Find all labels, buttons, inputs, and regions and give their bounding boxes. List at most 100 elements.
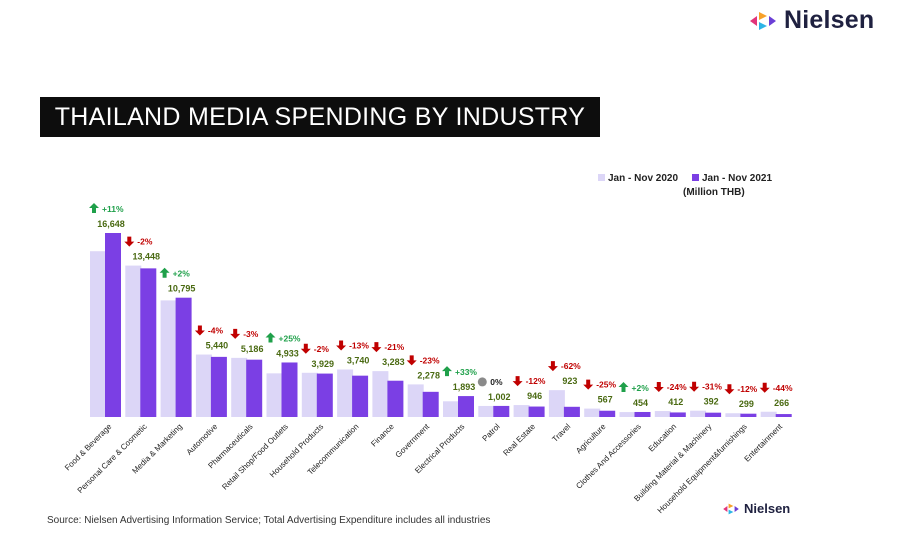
bar-2020 [231,357,248,417]
value-label: 1,893 [453,382,476,392]
bar-2021 [740,413,757,417]
value-label: 10,795 [168,284,196,294]
value-label: 5,440 [206,341,229,351]
change-label: -13% [349,340,369,350]
bar-2021 [210,356,227,417]
bar-2020 [443,401,459,417]
category-label: Agriculture [574,422,608,456]
change-label: -12% [737,384,757,394]
bar-2021 [175,297,192,417]
bar-2021 [528,406,545,417]
down-arrow-icon [512,376,523,387]
bar-2021 [387,380,404,417]
value-label: 13,448 [133,252,161,262]
bar-2020 [160,300,177,417]
bar-2020 [513,405,530,417]
change-label: +33% [455,367,477,377]
value-label: 454 [633,398,648,408]
bar-2021 [705,412,722,417]
bar-2021 [775,414,792,417]
down-arrow-icon [583,379,594,390]
change-label: -2% [137,237,153,247]
change-label: +2% [632,383,650,393]
chart-title: THAILAND MEDIA SPENDING BY INDUSTRY [40,97,600,137]
down-arrow-icon [689,381,700,392]
down-arrow-icon [230,328,241,339]
bar-2021 [316,373,333,417]
bar-2020 [372,371,389,417]
value-label: 5,186 [241,344,264,354]
change-label: -21% [384,342,404,352]
up-arrow-icon [265,332,276,343]
change-label: -12% [526,376,546,386]
bar-2020 [760,411,777,417]
bar-2021 [493,405,510,417]
change-label: +11% [102,204,124,214]
value-label: 3,283 [382,357,405,367]
value-label: 1,002 [488,392,511,402]
legend-label-2020: Jan - Nov 2020 [608,173,678,184]
up-arrow-icon [159,267,170,278]
bar-2021 [563,406,580,417]
bar-2020 [654,411,671,417]
down-arrow-icon [724,384,735,395]
category-label: Entertainment [743,422,785,464]
down-arrow-icon [653,382,664,393]
legend-unit-note: (Million THB) [683,187,745,198]
category-label: Retail Shop/Food Outlets [220,422,290,492]
change-label: -4% [208,326,224,336]
change-label: -62% [561,361,581,371]
bar-2020 [337,369,354,417]
change-label: -23% [420,355,440,365]
bar-2020 [125,265,142,417]
value-label: 567 [598,395,613,405]
bar-2020 [90,251,106,417]
bar-2021 [634,411,651,417]
value-label: 16,648 [97,219,125,229]
change-label: -25% [596,380,616,390]
category-label: Personal Care & Cosmetic [76,422,149,495]
category-label: Automotive [185,422,220,457]
bar-2020 [266,373,283,417]
change-label: -2% [314,344,330,354]
category-label: Travel [550,422,572,444]
bar-2021 [105,233,121,417]
value-label: 412 [668,397,683,407]
change-label: -44% [773,383,793,393]
down-arrow-icon [406,355,417,366]
bar-2020 [301,372,318,417]
bar-2021 [352,375,369,417]
bar-2021 [599,410,616,417]
value-label: 2,278 [417,370,440,380]
category-label: Real Estate [501,422,537,458]
bar-2020 [478,405,495,417]
bar-2021 [458,396,474,417]
nielsen-logo-bottom: Nielsen [722,501,790,516]
legend-swatch-2020 [598,174,605,181]
category-label: Government [394,422,432,460]
nielsen-mark-icon [723,503,739,514]
bar-2020 [690,410,707,417]
change-label: -24% [667,382,687,392]
bar-2021 [669,412,686,417]
bar-2020 [584,408,601,417]
change-label: -31% [702,382,722,392]
down-arrow-icon [124,236,135,247]
down-arrow-icon [194,325,205,336]
bar-2021 [422,391,439,417]
neutral-dot-icon [477,377,487,387]
category-label: Finance [369,422,396,449]
value-label: 923 [562,376,577,386]
down-arrow-icon [371,342,382,353]
nielsen-brand-text: Nielsen [744,501,791,516]
nielsen-logo-top: Nielsen [748,6,874,35]
down-arrow-icon [300,343,311,354]
bar-2020 [195,354,212,417]
source-note: Source: Nielsen Advertising Information … [47,515,491,526]
category-label: Patrol [481,422,502,443]
legend-swatch-2021 [692,174,699,181]
change-label: +2% [173,269,191,279]
down-arrow-icon [547,361,558,372]
bar-2020 [619,412,636,417]
